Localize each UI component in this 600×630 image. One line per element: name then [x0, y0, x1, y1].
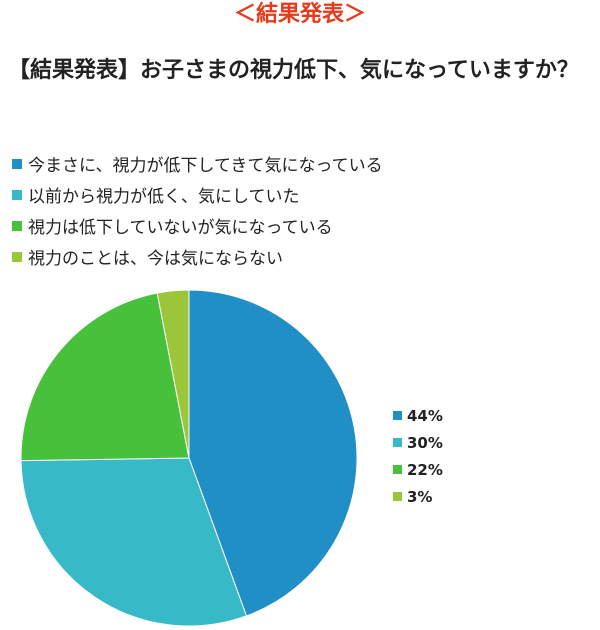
legend-label: 今まさに、視力が低下してきて気になっている	[28, 156, 383, 176]
legend-item: 視力のことは、今は気にならない	[12, 241, 383, 272]
percent-swatch	[393, 492, 402, 501]
percent-swatch	[393, 411, 402, 420]
percent-legend: 44% 30% 22% 3%	[393, 402, 443, 510]
legend-item: 今まさに、視力が低下してきて気になっている	[12, 148, 383, 179]
percent-legend-item: 3%	[393, 483, 443, 510]
percent-legend-item: 22%	[393, 456, 443, 483]
legend-item: 以前から視力が低く、気にしていた	[12, 179, 383, 210]
percent-label: 44%	[407, 406, 443, 425]
percent-legend-item: 30%	[393, 429, 443, 456]
pie-slice-1	[188, 289, 358, 617]
percent-legend-item: 44%	[393, 402, 443, 429]
legend-label: 以前から視力が低く、気にしていた	[28, 187, 300, 207]
percent-label: 22%	[407, 460, 443, 479]
percent-label: 3%	[407, 487, 433, 506]
percent-label: 30%	[407, 433, 443, 452]
legend-swatch	[12, 158, 22, 169]
legend-label: 視力のことは、今は気にならない	[28, 249, 283, 269]
header-label: ＜結果発表＞	[233, 2, 366, 27]
category-legend: 今まさに、視力が低下してきて気になっている 以前から視力が低く、気にしていた 視…	[12, 148, 383, 272]
pie-slice-2	[20, 457, 248, 627]
legend-item: 視力は低下していないが気になっている	[12, 210, 383, 241]
percent-swatch	[393, 465, 402, 474]
legend-swatch	[12, 251, 22, 262]
legend-swatch	[12, 220, 22, 231]
pie-slice-4	[156, 289, 190, 459]
legend-swatch	[12, 189, 22, 200]
pie-slice-3	[20, 292, 190, 462]
question-title: 【結果発表】お子さまの視力低下、気になっていますか？	[8, 58, 579, 83]
legend-label: 視力は低下していないが気になっている	[28, 218, 333, 238]
percent-swatch	[393, 438, 402, 447]
